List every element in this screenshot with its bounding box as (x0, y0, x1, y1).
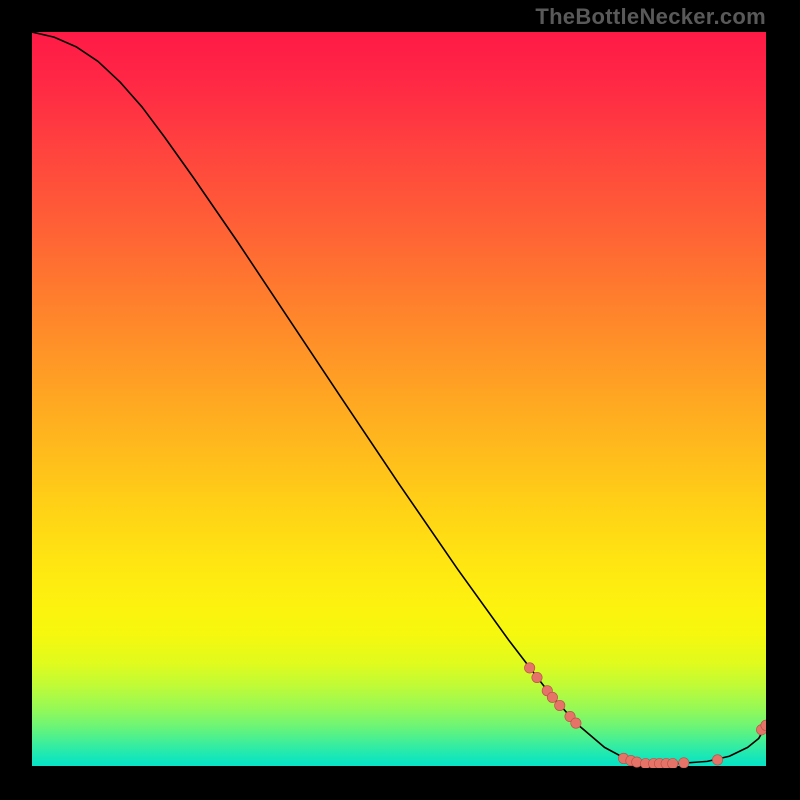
data-marker (555, 700, 565, 710)
data-marker (524, 663, 534, 673)
marker-group (524, 663, 766, 768)
data-marker (668, 758, 678, 768)
plot-area (32, 32, 766, 768)
bottleneck-curve (32, 32, 766, 764)
data-marker (571, 718, 581, 728)
data-marker (679, 758, 689, 768)
data-marker (547, 692, 557, 702)
chart-frame: TheBottleNecker.com (0, 0, 800, 800)
data-marker (532, 672, 542, 682)
watermark-text: TheBottleNecker.com (535, 4, 766, 30)
data-marker (712, 755, 722, 765)
curve-layer (32, 32, 766, 768)
